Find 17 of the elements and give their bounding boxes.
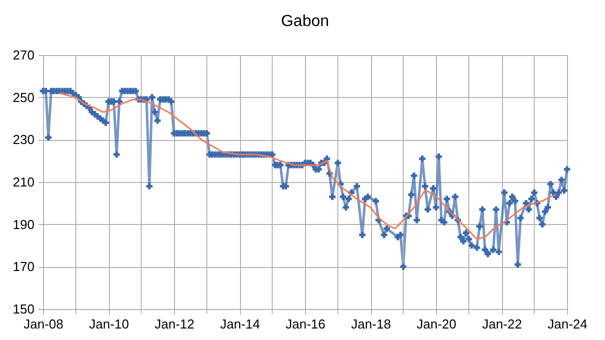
y-tick-label: 210 (12, 174, 34, 190)
x-tick-label: Jan-12 (154, 316, 194, 332)
y-tick-label: 170 (12, 259, 34, 274)
x-tick-label: Jan-10 (89, 316, 129, 332)
x-tick-label: Jan-14 (220, 316, 260, 332)
x-tick-label: Jan-18 (351, 316, 391, 332)
x-tick-label: Jan-22 (482, 316, 522, 332)
x-tick-label: Jan-08 (24, 316, 64, 332)
y-tick-label: 230 (12, 132, 34, 148)
x-tick-label: Jan-24 (548, 316, 588, 332)
y-tick-label: 150 (12, 302, 34, 316)
chart-title: Gabon (280, 13, 330, 30)
y-tick-label: 250 (12, 90, 34, 105)
y-tick-label: 190 (12, 216, 34, 232)
y-tick-label: 270 (12, 48, 34, 62)
x-tick-label: Jan-20 (416, 316, 456, 332)
x-tick-label: Jan-16 (286, 316, 326, 332)
